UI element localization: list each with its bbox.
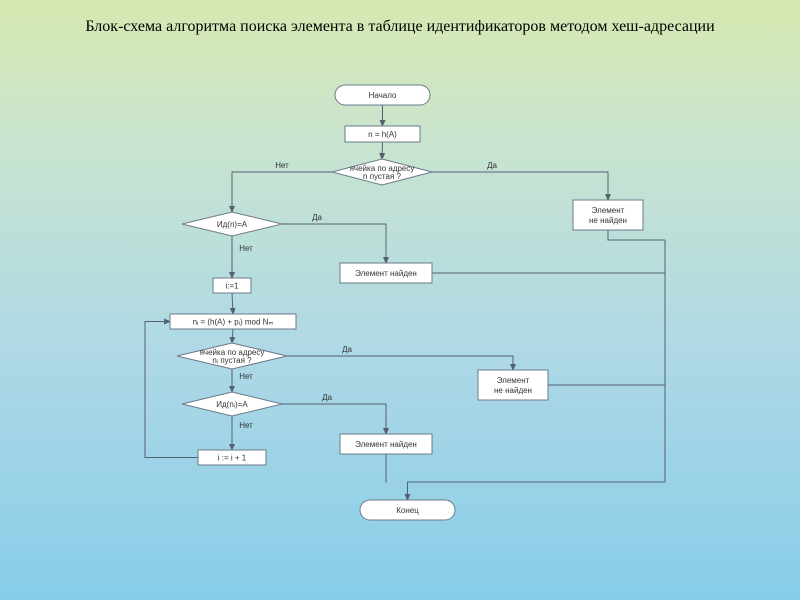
node-el_found2: Элемент найден: [340, 434, 432, 454]
node-el_notfound2: Элементне найден: [478, 370, 548, 400]
node-id_eq_a1: Ид(n)=A: [182, 212, 282, 236]
node-id_eq_a2: Ид(nᵢ)=A: [182, 392, 282, 416]
svg-text:не найден: не найден: [494, 386, 532, 395]
node-i_eq_1: i:=1: [213, 278, 251, 293]
svg-text:n пустая ?: n пустая ?: [363, 172, 401, 181]
svg-text:Элемент найден: Элемент найден: [355, 269, 417, 278]
svg-text:Да: Да: [487, 161, 497, 170]
node-cell_empty1: ячейка по адресуn пустая ?: [332, 159, 432, 185]
svg-text:Да: Да: [322, 393, 332, 402]
svg-text:Ид(n)=A: Ид(n)=A: [217, 220, 248, 229]
svg-text:i := i + 1: i := i + 1: [218, 454, 247, 463]
node-el_found1: Элемент найден: [340, 263, 432, 283]
svg-text:nᵢ пустая ?: nᵢ пустая ?: [212, 356, 252, 365]
svg-text:i:=1: i:=1: [225, 282, 239, 291]
svg-text:Элемент: Элемент: [497, 376, 530, 385]
flowchart-canvas: Начало n = h(A) ячейка по адресуn пустая ?…: [0, 0, 800, 600]
svg-text:Начало: Начало: [369, 91, 397, 100]
node-n_eq_ha: n = h(A): [345, 126, 420, 142]
svg-text:n = h(A): n = h(A): [368, 130, 397, 139]
svg-text:nᵢ = (h(A) + pᵢ) mod Nₘ: nᵢ = (h(A) + pᵢ) mod Nₘ: [193, 318, 274, 327]
node-rehash: nᵢ = (h(A) + pᵢ) mod Nₘ: [170, 314, 296, 329]
node-cell_empty2: ячейка по адресуnᵢ пустая ?: [177, 343, 287, 369]
svg-text:Нет: Нет: [275, 161, 289, 170]
node-end: Конец: [360, 500, 455, 520]
svg-text:Ид(nᵢ)=A: Ид(nᵢ)=A: [216, 400, 248, 409]
svg-text:Да: Да: [312, 213, 322, 222]
svg-text:Элемент: Элемент: [592, 206, 625, 215]
svg-text:Да: Да: [342, 345, 352, 354]
node-start: Начало: [335, 85, 430, 105]
svg-text:Нет: Нет: [239, 244, 253, 253]
node-i_inc: i := i + 1: [198, 450, 266, 465]
svg-text:Конец: Конец: [396, 506, 419, 515]
svg-text:Элемент найден: Элемент найден: [355, 440, 417, 449]
svg-text:не найден: не найден: [589, 216, 627, 225]
svg-text:Нет: Нет: [239, 421, 253, 430]
svg-text:Нет: Нет: [239, 372, 253, 381]
node-el_notfound1: Элементне найден: [573, 200, 643, 230]
